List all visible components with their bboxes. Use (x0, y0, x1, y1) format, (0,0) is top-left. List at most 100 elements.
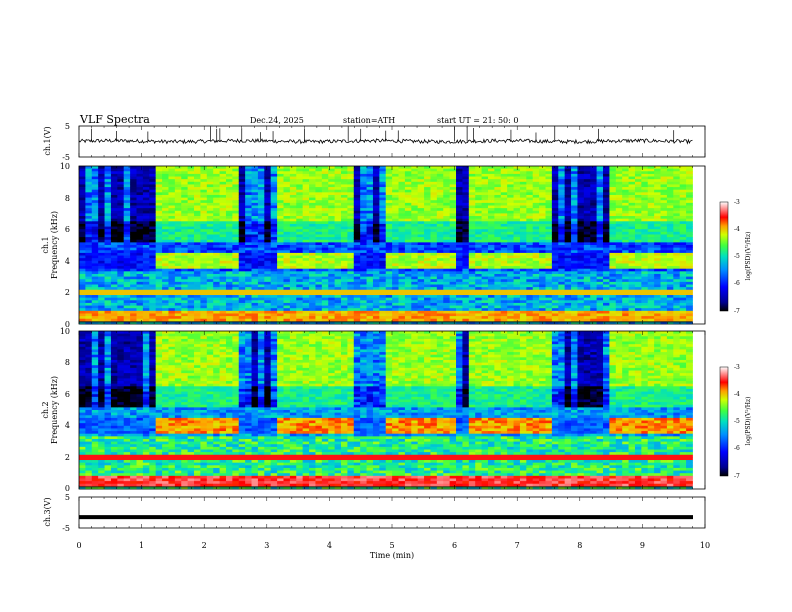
spec1-cell (507, 289, 514, 293)
spec1-cell (596, 189, 604, 193)
spec1-cell (366, 292, 374, 296)
spec1-cell (270, 194, 278, 198)
spec1-cell (513, 318, 521, 322)
spec1-cell (596, 292, 604, 296)
spec1-cell (270, 184, 278, 188)
spec1-cell (385, 184, 393, 188)
spec1-cell (321, 247, 329, 251)
spec1-cell (219, 284, 227, 288)
spec1-cell (500, 213, 508, 217)
spec1-cell (526, 284, 534, 288)
spec1-cell (213, 297, 220, 301)
spec1-cell (385, 173, 393, 177)
spec1-cell (481, 276, 489, 280)
spec1-cell (411, 250, 419, 254)
spec1-cell (104, 192, 112, 196)
spec1-cell (142, 242, 150, 246)
spec1-cell (360, 313, 367, 317)
spec1-cell (283, 239, 291, 243)
spec1-cell (539, 310, 546, 314)
spec1-cell (98, 208, 105, 212)
spec1-cell (238, 271, 246, 275)
spec1-cell (372, 210, 380, 214)
spec1-cell (136, 316, 144, 320)
spec1-cell (187, 221, 195, 225)
spec1-cell (583, 302, 591, 306)
spec1-cell (328, 231, 336, 235)
spec1-cell (79, 295, 86, 299)
spec1-cell (539, 252, 546, 256)
spec1-cell (360, 231, 367, 235)
spec1-cell (104, 189, 112, 193)
spec1-cell (79, 218, 86, 222)
spec1-cell (443, 197, 451, 201)
spec1-cell (385, 300, 393, 304)
spec1-cell (494, 318, 502, 322)
spec1-cell (149, 281, 157, 285)
spec1-cell (85, 194, 93, 198)
spec1-cell (130, 276, 137, 280)
spec1-cell (149, 210, 157, 214)
spec1-cell (353, 292, 361, 296)
spec1-cell (200, 231, 208, 235)
spec1-cell (596, 223, 604, 227)
spec1-cell (174, 229, 182, 233)
spec1-cell (366, 295, 374, 299)
spec1-cell (372, 258, 380, 262)
spec1-cell (232, 297, 240, 301)
spec1-cell (123, 194, 131, 198)
spec1-cell (155, 168, 163, 172)
spec1-cell (500, 321, 508, 325)
spec1-cell (117, 184, 125, 188)
spec1-cell (513, 229, 521, 233)
spec1-cell (456, 226, 463, 230)
spec1-cell (123, 289, 131, 293)
spec1-cell (487, 197, 495, 201)
spec1-cell (328, 250, 336, 254)
spec1-cell (392, 229, 399, 233)
spec1-cell (194, 239, 201, 243)
spec1-cell (341, 297, 348, 301)
spec1-cell (206, 250, 214, 254)
spec1-cell (309, 310, 316, 314)
spec1-cell (539, 168, 546, 172)
spec1-cell (385, 171, 393, 175)
spec1-cell (219, 295, 227, 299)
spec1-cell (462, 313, 470, 317)
spec1-cell (353, 260, 361, 264)
date-label: Dec.24, 2025 (250, 116, 304, 125)
spec1-cell (430, 258, 438, 262)
spec1-cell (296, 279, 304, 283)
spec1-cell (545, 213, 553, 217)
spec1-cell (417, 197, 425, 201)
spec1-cell (526, 218, 534, 222)
spec1-cell (79, 202, 86, 206)
spec1-cell (225, 287, 233, 291)
spec1-cell (155, 194, 163, 198)
spec1-cell (136, 289, 144, 293)
spec1-cell (142, 318, 150, 322)
spec1-cell (334, 300, 342, 304)
spec1-cell (104, 276, 112, 280)
spec1-cell (245, 302, 252, 306)
spec1-cell (79, 321, 86, 325)
spec1-cell (398, 297, 406, 301)
spec1-cell (571, 289, 578, 293)
spec1-cell (328, 197, 336, 201)
spec1-cell (91, 197, 99, 201)
spec1-cell (130, 173, 137, 177)
spec1-cell (328, 289, 336, 293)
spec1-cell (456, 258, 463, 262)
spec1-cell (564, 226, 572, 230)
spec1-cell (411, 189, 419, 193)
spec1-cell (136, 171, 144, 175)
spec1-cell (98, 305, 105, 309)
spec1-cell (366, 276, 374, 280)
spec1-cell (551, 234, 559, 238)
spec1-cell (360, 255, 367, 259)
spec1-cell (551, 284, 559, 288)
spec1-cell (162, 316, 169, 320)
spec1-cell (289, 313, 297, 317)
spec1-cell (232, 308, 240, 312)
spec1-cell (315, 250, 323, 254)
